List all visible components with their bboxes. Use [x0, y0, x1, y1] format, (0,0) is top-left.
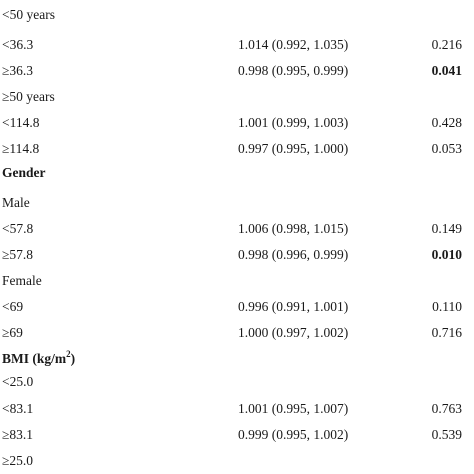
p-value-cell: 0.149	[431, 221, 462, 236]
row-label-text: <57.8	[2, 221, 34, 236]
row-label-text: Gender	[2, 165, 46, 180]
table-row: <114.8 1.001 (0.999, 1.003) 0.428	[0, 113, 474, 133]
row-label: <57.8	[2, 219, 33, 239]
ci-cell: 0.999 (0.995, 1.002)	[238, 427, 349, 442]
row-label: BMI (kg/m2)	[2, 349, 75, 369]
row-label: ≥57.8	[2, 245, 33, 265]
row-label-text: BMI (kg/m	[2, 351, 67, 366]
row-label: <114.8	[2, 113, 40, 133]
table-row: <36.3 1.014 (0.992, 1.035) 0.216	[0, 35, 474, 55]
ci-cell: 0.997 (0.995, 1.000)	[238, 141, 349, 156]
row-label-text: ≥69	[2, 325, 23, 340]
ci-cell: 1.006 (0.998, 1.015)	[238, 221, 349, 236]
row-label: Gender	[2, 163, 46, 183]
row-label-tail: )	[70, 351, 76, 366]
subgroup-row: Female	[0, 271, 474, 291]
row-label: <25.0	[2, 372, 33, 392]
row-label: <36.3	[2, 35, 33, 55]
ci-cell: 0.996 (0.991, 1.001)	[238, 299, 349, 314]
table-row: <83.1 1.001 (0.995, 1.007) 0.763	[0, 399, 474, 419]
p-value-cell: 0.763	[431, 401, 462, 416]
subgroup-row: ≥50 years	[0, 87, 474, 107]
row-label: ≥114.8	[2, 139, 39, 159]
row-label-text: <25.0	[2, 374, 34, 389]
row-label: <50 years	[2, 5, 55, 25]
p-value-cell: 0.010	[431, 247, 462, 262]
row-label-text: ≥83.1	[2, 427, 34, 442]
row-label: ≥36.3	[2, 61, 33, 81]
section-header-row: BMI (kg/m2)	[0, 349, 474, 369]
row-label: <83.1	[2, 399, 33, 419]
row-label: Male	[2, 193, 30, 213]
row-label-text: ≥25.0	[2, 453, 34, 468]
subgroup-row: <25.0	[0, 372, 474, 392]
row-label-text: <69	[2, 299, 24, 314]
p-value-cell: 0.428	[431, 115, 462, 130]
unit-superscript: 2	[66, 348, 71, 359]
row-label-text: ≥36.3	[2, 63, 34, 78]
ci-cell: 0.998 (0.996, 0.999)	[238, 247, 349, 262]
p-value-cell: 0.041	[431, 63, 462, 78]
row-label-text: Female	[2, 273, 42, 288]
table-row: ≥36.3 0.998 (0.995, 0.999) 0.041	[0, 61, 474, 81]
table-row: ≥69 1.000 (0.997, 1.002) 0.716	[0, 323, 474, 343]
row-label: ≥69	[2, 323, 23, 343]
ci-cell: 1.001 (0.999, 1.003)	[238, 115, 349, 130]
subgroup-row: Male	[0, 193, 474, 213]
table-row: <57.8 1.006 (0.998, 1.015) 0.149	[0, 219, 474, 239]
row-label-text: <50 years	[2, 7, 55, 22]
p-value-cell: 0.110	[432, 299, 462, 314]
row-label: <69	[2, 297, 23, 317]
ci-cell: 1.000 (0.997, 1.002)	[238, 325, 349, 340]
table-row: ≥114.8 0.997 (0.995, 1.000) 0.053	[0, 139, 474, 159]
table-row: <69 0.996 (0.991, 1.001) 0.110	[0, 297, 474, 317]
row-label: ≥83.1	[2, 425, 33, 445]
row-label-text: <114.8	[2, 115, 40, 130]
section-header-row: Gender	[0, 163, 474, 183]
subgroup-row: <50 years	[0, 5, 474, 25]
row-label-text: ≥50 years	[2, 89, 55, 104]
p-value-cell: 0.216	[431, 37, 462, 52]
row-label-text: <83.1	[2, 401, 34, 416]
row-label-text: <36.3	[2, 37, 34, 52]
row-label-text: Male	[2, 195, 30, 210]
table-row: ≥57.8 0.998 (0.996, 0.999) 0.010	[0, 245, 474, 265]
p-value-cell: 0.539	[431, 427, 462, 442]
ci-cell: 1.001 (0.995, 1.007)	[238, 401, 349, 416]
row-label-text: ≥57.8	[2, 247, 34, 262]
subgroup-row: ≥25.0	[0, 451, 474, 471]
ci-cell: 1.014 (0.992, 1.035)	[238, 37, 349, 52]
row-label-text: ≥114.8	[2, 141, 40, 156]
row-label: Female	[2, 271, 42, 291]
table-row: ≥83.1 0.999 (0.995, 1.002) 0.539	[0, 425, 474, 445]
p-value-cell: 0.716	[431, 325, 462, 340]
ci-cell: 0.998 (0.995, 0.999)	[238, 63, 349, 78]
row-label: ≥25.0	[2, 451, 33, 471]
p-value-cell: 0.053	[431, 141, 462, 156]
row-label: ≥50 years	[2, 87, 55, 107]
